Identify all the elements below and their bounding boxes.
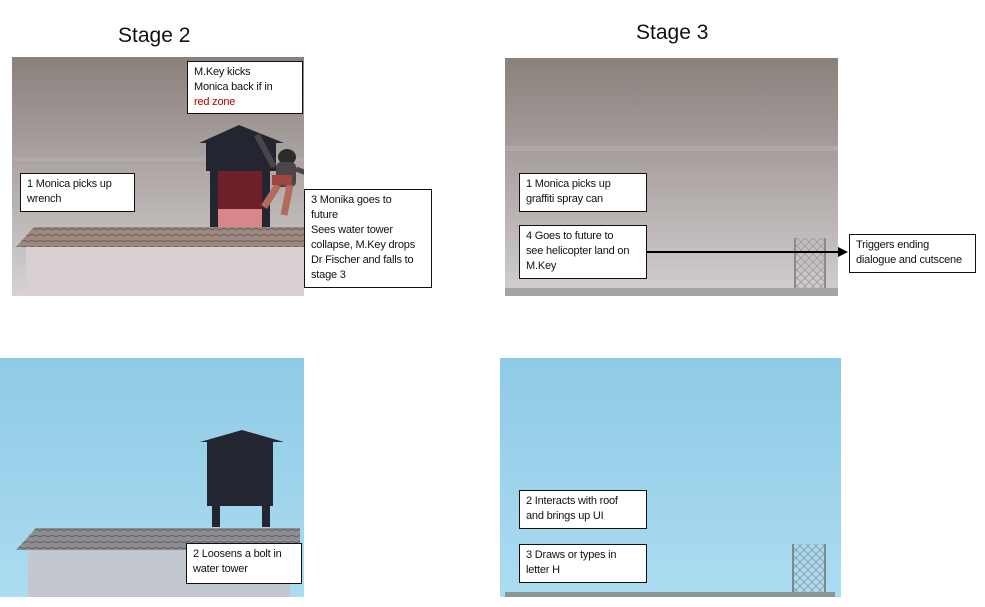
note-s3-spray: 1 Monica picks up graffiti spray can <box>519 173 647 212</box>
note-s3-roof: 2 Interacts with roof and brings up UI <box>519 490 647 529</box>
note-mkey-kicks: M.Key kicks Monica back if in red zone <box>187 61 303 114</box>
stage-3-title: Stage 3 <box>636 21 709 44</box>
stage-2-title: Stage 2 <box>118 24 191 47</box>
monica-character-icon <box>254 133 304 216</box>
note-s3-future: 4 Goes to future to see helicopter land … <box>519 225 647 279</box>
note-s3-draw: 3 Draws or types in letter H <box>519 544 647 583</box>
note-s2-monica-wrench: 1 Monica picks up wrench <box>20 173 135 212</box>
note-s2-bolt: 2 Loosens a bolt in water tower <box>186 543 302 584</box>
water-tower-icon <box>200 430 284 527</box>
note-s2-future: 3 Monika goes to future Sees water tower… <box>304 189 432 288</box>
note-s3-ending: Triggers ending dialogue and cutscene <box>849 234 976 273</box>
fence-icon <box>792 544 826 594</box>
red-zone-dark <box>210 165 270 210</box>
red-zone-light <box>214 209 270 231</box>
fence-icon <box>794 238 826 290</box>
